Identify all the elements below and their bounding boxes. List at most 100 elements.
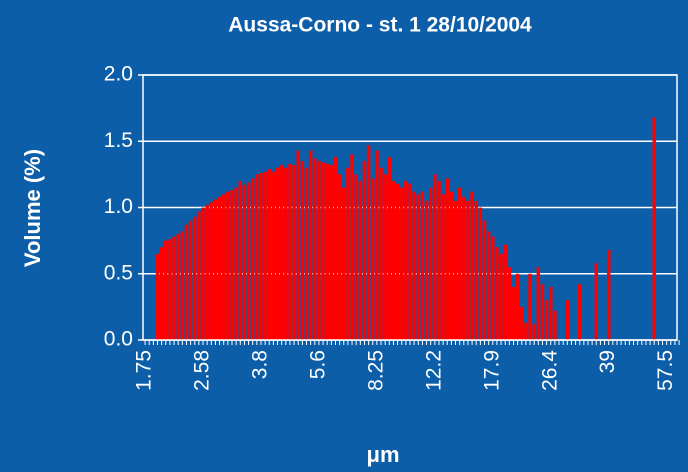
bar	[606, 249, 611, 340]
bar	[292, 165, 296, 340]
bar	[491, 236, 495, 340]
bar	[321, 162, 325, 340]
bar	[337, 174, 342, 340]
bar	[577, 284, 582, 340]
bar	[279, 165, 284, 340]
bar	[317, 161, 321, 340]
y-axis-label: Volume (%)	[20, 149, 45, 267]
bar	[275, 167, 280, 340]
bar	[333, 157, 338, 340]
bar	[495, 247, 499, 340]
bar	[188, 220, 193, 340]
bar	[532, 324, 536, 340]
bar	[565, 300, 570, 340]
bar	[387, 157, 392, 340]
bar	[474, 200, 478, 340]
bar	[486, 231, 491, 340]
bar	[499, 253, 503, 340]
bar	[230, 190, 234, 340]
bar	[234, 187, 238, 340]
bar	[507, 267, 512, 340]
x-tick-label: 2.58	[191, 350, 214, 391]
bar	[250, 178, 255, 340]
bar	[482, 220, 487, 340]
bar	[288, 163, 292, 340]
y-tick-label: 0.5	[104, 261, 133, 284]
bar	[205, 204, 209, 340]
bar	[437, 181, 441, 340]
bar	[395, 183, 400, 340]
bar	[242, 184, 247, 340]
bar	[462, 196, 466, 340]
bar	[528, 273, 532, 340]
bar	[164, 240, 168, 340]
x-tick-label: 17.9	[480, 350, 503, 391]
bar	[524, 322, 528, 340]
bar	[217, 196, 222, 340]
bar	[193, 216, 197, 340]
bar	[540, 284, 545, 340]
bar	[366, 145, 371, 340]
bar	[515, 273, 520, 340]
bar	[271, 171, 276, 340]
bar	[346, 167, 350, 340]
bar	[259, 173, 263, 340]
x-axis-label: μm	[366, 442, 399, 467]
bar	[549, 287, 553, 340]
bar	[408, 183, 412, 340]
bar	[354, 174, 358, 340]
bar	[652, 117, 656, 341]
bar	[424, 200, 429, 340]
bar	[383, 174, 387, 340]
bar	[168, 239, 172, 340]
chart-title: Aussa-Corno - st. 1 28/10/2004	[228, 14, 532, 37]
bar	[176, 234, 180, 340]
bar	[358, 181, 363, 340]
bar	[428, 187, 433, 340]
bar	[433, 174, 437, 340]
bar	[379, 167, 383, 340]
bar	[371, 178, 375, 340]
bar	[449, 191, 454, 340]
bar	[342, 187, 346, 340]
bar	[399, 187, 404, 340]
bar	[350, 154, 354, 340]
y-tick-label: 1.0	[104, 195, 133, 218]
bar	[221, 194, 226, 340]
plot-frame	[142, 74, 678, 341]
bar	[308, 150, 313, 340]
bar	[197, 211, 201, 340]
bar	[511, 287, 516, 340]
bar	[445, 178, 449, 340]
bar	[478, 207, 483, 340]
bar	[255, 174, 259, 340]
bar	[267, 169, 271, 340]
bar	[209, 202, 214, 340]
bar	[553, 310, 557, 340]
bar	[180, 231, 185, 340]
bar	[441, 194, 445, 340]
bar	[544, 300, 549, 340]
bar	[503, 244, 507, 340]
bar	[329, 165, 334, 340]
bar	[313, 158, 317, 340]
bar	[362, 161, 367, 340]
x-tick-label: 57.5	[654, 350, 677, 391]
bar	[284, 167, 288, 340]
x-tick-label: 26.4	[538, 350, 561, 391]
y-tick-label: 1.5	[104, 129, 133, 152]
bar	[172, 236, 176, 340]
bar	[457, 187, 462, 340]
bar	[470, 191, 474, 340]
x-tick-label: 3.8	[249, 350, 272, 379]
bar	[391, 181, 396, 340]
bar	[226, 191, 230, 340]
bar	[159, 247, 164, 340]
bar	[325, 163, 329, 340]
bar	[213, 199, 218, 340]
bar	[520, 306, 524, 340]
bar	[296, 150, 300, 340]
bar	[155, 253, 160, 340]
